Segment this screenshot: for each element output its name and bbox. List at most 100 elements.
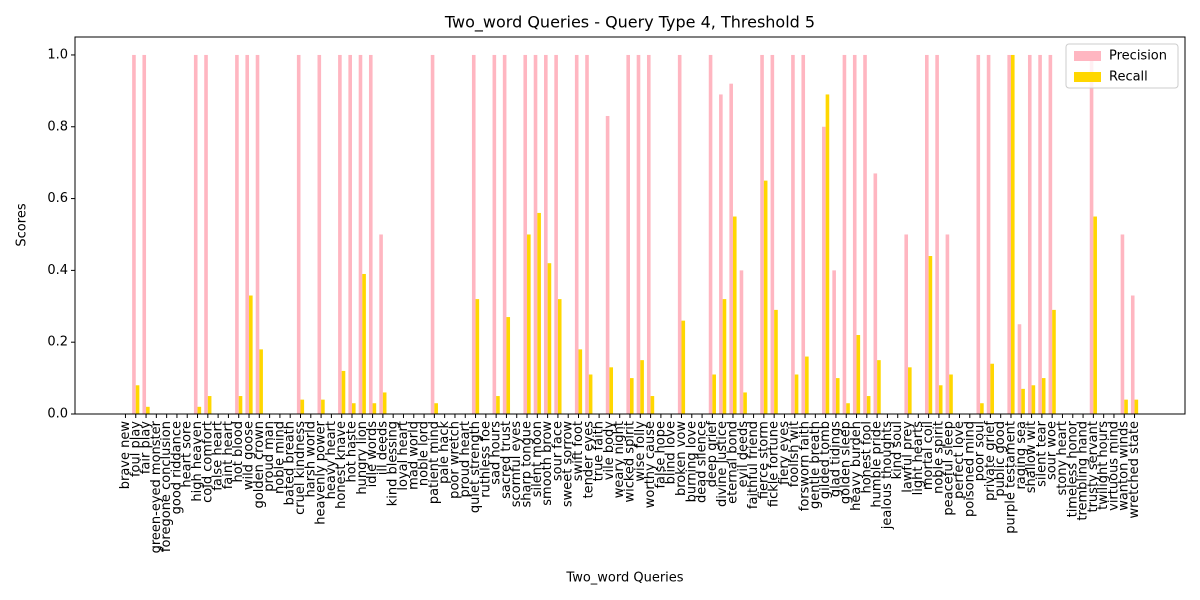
x-tick-label: eternal bond	[725, 421, 740, 504]
bar	[1093, 216, 1097, 414]
x-tick-label: golden sleep	[839, 421, 854, 504]
x-tick-label: faint heart	[221, 421, 236, 489]
x-tick-label: heart sore	[180, 421, 195, 488]
bar	[238, 396, 243, 414]
x-tick-label: fair play	[139, 421, 154, 474]
x-tick-label: hungry lion	[355, 421, 370, 495]
bar	[743, 392, 747, 414]
legend-swatch	[1074, 72, 1101, 82]
bar	[805, 356, 809, 414]
bar	[722, 299, 727, 414]
x-tick-label: evil deeds	[736, 421, 751, 488]
bar	[925, 54, 929, 414]
x-tick-label: perfect love	[952, 421, 967, 499]
bar	[585, 54, 589, 414]
bar	[763, 180, 768, 414]
x-tick-label: light hearts	[911, 421, 926, 496]
bar	[626, 54, 630, 414]
bar	[496, 396, 500, 414]
bar	[949, 374, 953, 414]
bar	[877, 360, 881, 414]
bar	[801, 54, 806, 414]
bar	[382, 392, 387, 414]
bar	[132, 54, 136, 414]
x-tick-label: wretched state	[1127, 421, 1142, 519]
legend-label: Recall	[1109, 70, 1148, 85]
x-tick-label: mad world	[406, 421, 421, 490]
x-tick-label: wicked spirit	[623, 421, 638, 503]
bar	[245, 54, 250, 414]
x-tick-label: ill deeds	[375, 421, 390, 475]
x-tick-label: raging sea	[1014, 421, 1029, 490]
bar	[908, 367, 912, 414]
x-tick-label: burning love	[684, 421, 699, 502]
bar	[863, 54, 867, 414]
bar	[1031, 385, 1036, 414]
bar	[770, 54, 775, 414]
x-tick-label: foolish wit	[787, 421, 802, 487]
y-tick-label: 0.6	[47, 191, 68, 206]
bar	[358, 54, 363, 414]
x-tick-label: wild goose	[242, 421, 257, 490]
bar	[976, 54, 981, 414]
bar	[739, 270, 744, 414]
bar	[379, 234, 383, 414]
bar	[338, 54, 342, 414]
bar	[142, 54, 147, 414]
bar	[588, 374, 593, 414]
bar	[856, 335, 861, 414]
x-tick-label: foregone conclusion	[159, 421, 174, 552]
x-tick-label: poor soul	[973, 421, 988, 481]
bar	[1089, 54, 1094, 414]
bar	[204, 54, 208, 414]
x-tick-label: fierce storm	[756, 421, 771, 499]
bar	[506, 317, 511, 414]
bar	[300, 399, 305, 414]
x-tick-label: deep grief	[705, 421, 720, 488]
x-tick-label: timeless honor	[1065, 420, 1080, 517]
x-tick-label: forsworn faith	[798, 421, 813, 511]
x-tick-label: false hope	[653, 421, 668, 489]
x-tick-label: noble mind	[272, 421, 287, 494]
x-tick-label: brave new	[118, 421, 133, 490]
chart-title: Two_word Queries - Query Type 4, Thresho…	[444, 13, 815, 33]
x-tick-label: silent tear	[1034, 420, 1049, 487]
x-tick-label: quiet strength	[468, 421, 483, 513]
x-tick-label: faithful friend	[746, 421, 761, 509]
bar	[650, 396, 655, 414]
x-tick-label: lawful prey	[901, 421, 916, 493]
bar	[935, 54, 939, 414]
x-tick-label: mortal coil	[921, 421, 936, 490]
x-tick-label: golden crown	[252, 421, 267, 508]
x-tick-label: kind soul	[890, 421, 905, 479]
x-tick-label: false heart	[211, 421, 226, 491]
bar	[259, 349, 263, 414]
bar	[547, 263, 552, 414]
x-tick-label: bated breath	[283, 421, 298, 505]
x-tick-label: honest knave	[334, 421, 349, 509]
bar	[825, 94, 830, 414]
bar	[207, 396, 212, 414]
bar	[835, 378, 840, 414]
x-tick-label: gilded tomb	[818, 421, 833, 499]
bar	[945, 234, 950, 414]
bar	[1124, 399, 1128, 414]
x-tick-label: true faith	[592, 421, 607, 481]
x-tick-label: patient mind	[427, 421, 442, 504]
x-tick-label: harsh world	[303, 421, 318, 498]
x-tick-label: jealous thoughts	[880, 421, 895, 530]
legend-label: Precision	[1109, 49, 1167, 64]
x-tick-label: sad hours	[489, 421, 504, 485]
bar	[990, 363, 994, 414]
bar	[537, 212, 541, 414]
x-tick-label: heavy burden	[849, 421, 864, 511]
bar	[578, 349, 583, 414]
bar	[938, 385, 943, 414]
x-tick-label: foul play	[128, 421, 143, 477]
bar	[791, 54, 795, 414]
x-tick-label: broken vow	[674, 421, 689, 496]
x-tick-label: idle words	[365, 421, 380, 488]
bar	[368, 54, 373, 414]
bar	[774, 309, 778, 414]
bar	[557, 299, 562, 414]
